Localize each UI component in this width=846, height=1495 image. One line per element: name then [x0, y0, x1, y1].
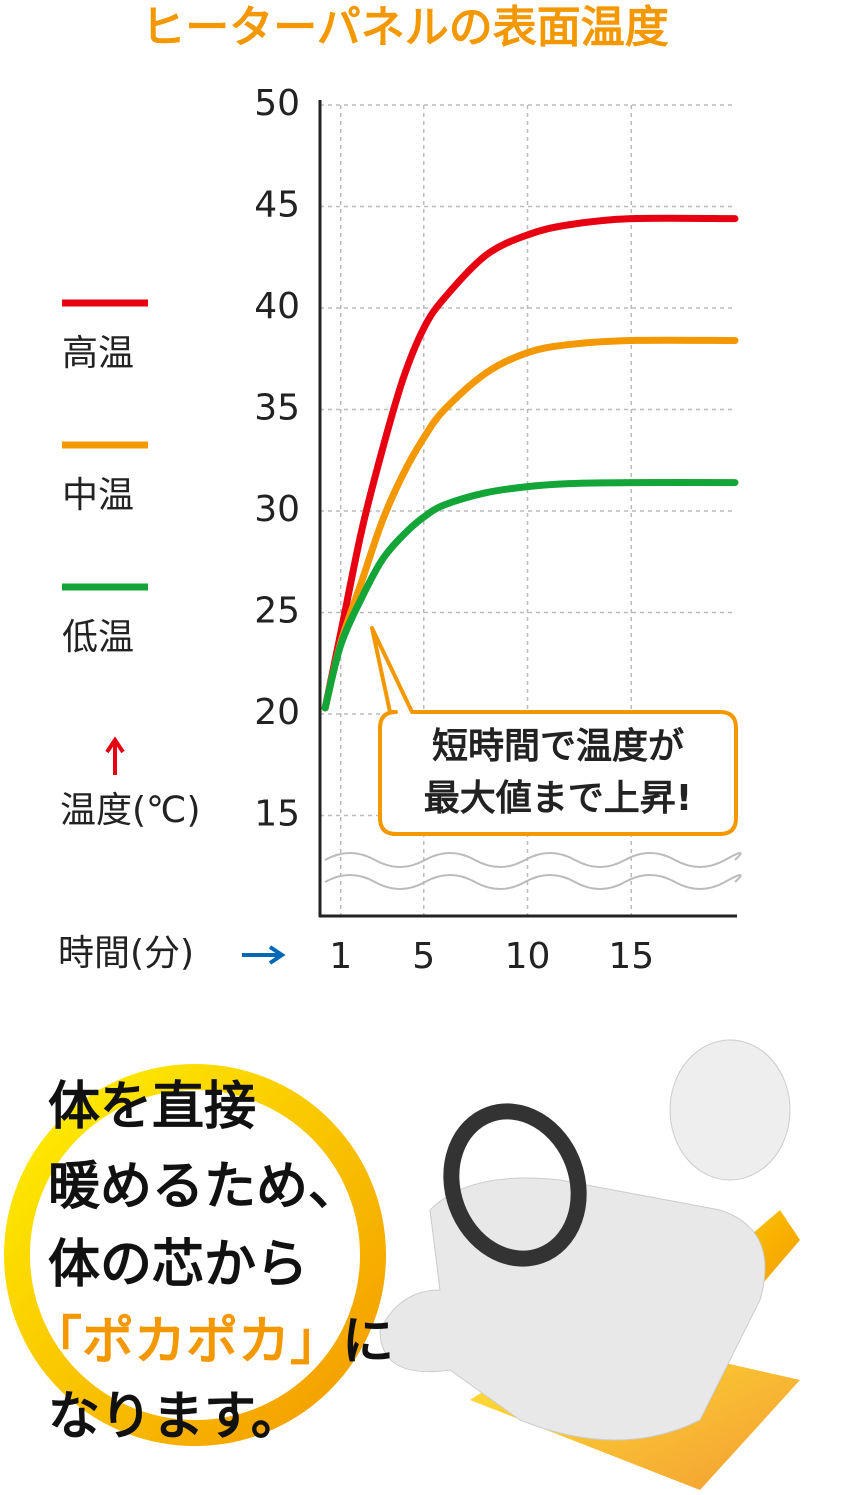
- message: に: [342, 1312, 394, 1372]
- x-tick-label: 5: [412, 936, 435, 977]
- line: [321, 214, 739, 712]
- y-tick-label: 30: [254, 489, 300, 530]
- y-tick-label: 50: [254, 83, 300, 124]
- axis-break: [324, 852, 742, 868]
- legend-label: 高温: [62, 333, 134, 374]
- legend-label: 低温: [62, 617, 134, 658]
- x-axis-label: 時間(分): [58, 933, 194, 974]
- chart-title: ヒーターパネルの表面温度: [141, 2, 669, 53]
- x-tick-label: 15: [608, 936, 654, 977]
- y-tick-label: 25: [254, 591, 300, 632]
- y-axis-label: 温度(℃): [60, 790, 201, 831]
- legend-label: 中温: [62, 475, 134, 516]
- steering-wheel: [443, 1103, 587, 1267]
- y-tick-label: 20: [254, 692, 300, 733]
- message: 「ポカポカ」に: [30, 1312, 394, 1372]
- y-tick-label: 35: [254, 388, 300, 429]
- annotation: 最大値まで上昇!: [424, 778, 692, 819]
- ring: [4, 1064, 386, 1446]
- figure-head: [669, 1039, 791, 1181]
- line: [321, 336, 739, 712]
- x-tick-label: 1: [329, 936, 352, 977]
- x-tick-label: 10: [505, 936, 551, 977]
- message: なります。: [48, 1387, 303, 1447]
- axis-break: [324, 874, 742, 890]
- y-tick-label: 40: [254, 286, 300, 327]
- annotation: 短時間で温度が: [432, 726, 684, 767]
- callout-box: [370, 626, 738, 836]
- message: 体の芯から: [48, 1235, 308, 1295]
- line: [321, 479, 739, 712]
- x-arrow: [242, 945, 286, 965]
- y-tick-label: 45: [254, 185, 300, 226]
- message: 暖めるため、: [48, 1157, 360, 1217]
- y-arrow: [105, 736, 125, 775]
- y-tick-label: 15: [254, 794, 300, 835]
- highlight: 「ポカポカ」: [30, 1312, 342, 1372]
- message: 体を直接: [48, 1077, 256, 1137]
